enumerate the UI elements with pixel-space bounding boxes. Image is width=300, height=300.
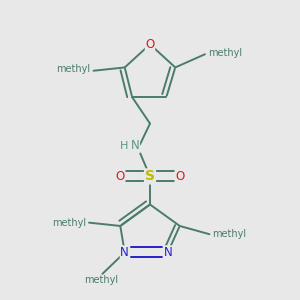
Text: O: O [146,38,154,51]
Text: N: N [131,139,140,152]
Text: methyl: methyl [208,48,242,58]
Text: O: O [175,170,184,183]
Text: methyl: methyl [84,275,118,286]
Text: H: H [120,141,128,151]
Text: S: S [145,169,155,183]
Text: methyl: methyl [52,218,86,228]
Text: O: O [116,170,125,183]
Text: methyl: methyl [56,64,91,74]
Text: methyl: methyl [212,229,247,239]
Text: N: N [120,246,129,259]
Text: N: N [164,246,172,259]
